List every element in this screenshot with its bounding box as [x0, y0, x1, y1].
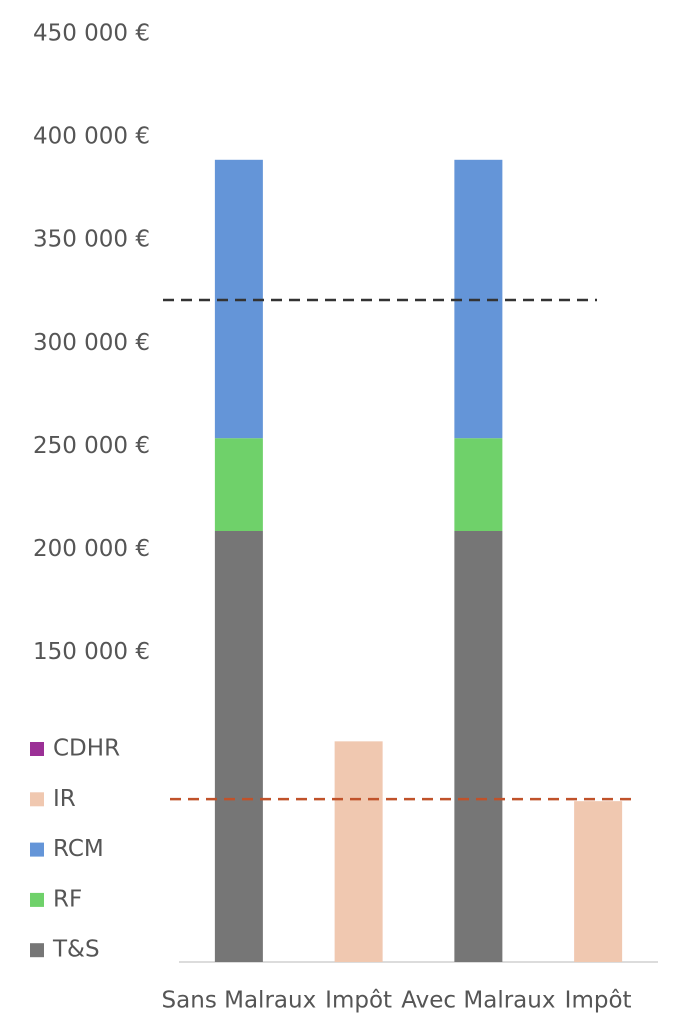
- legend-label: CDHR: [53, 736, 120, 762]
- legend-swatch: [30, 892, 44, 907]
- y-tick-label: 400 000 €: [33, 124, 150, 150]
- x-tick-label: Impôt: [325, 988, 392, 1014]
- legend-swatch: [30, 792, 44, 807]
- y-tick-label: 350 000 €: [33, 227, 150, 253]
- bar-segment: [454, 438, 503, 531]
- bar-segment: [214, 530, 263, 962]
- y-tick-label: 300 000 €: [33, 330, 150, 356]
- legend-label: IR: [53, 786, 76, 812]
- y-tick-label: 450 000 €: [33, 21, 150, 47]
- legend-swatch: [30, 842, 44, 857]
- legend-swatch: [30, 742, 44, 756]
- legend-label: T&S: [52, 937, 100, 963]
- y-tick-label: 200 000 €: [33, 536, 150, 562]
- legend-swatch: [30, 943, 44, 958]
- bar-segment: [214, 438, 263, 531]
- x-tick-label: Sans Malraux: [162, 988, 317, 1014]
- bar-segment: [454, 530, 503, 962]
- y-tick-label: 150 000 €: [33, 639, 150, 665]
- x-tick-label: Impôt: [565, 988, 632, 1014]
- y-tick-label: 250 000 €: [33, 433, 150, 459]
- legend-label: RF: [53, 886, 82, 912]
- x-tick-label: Avec Malraux: [401, 988, 555, 1014]
- legend-label: RCM: [53, 836, 104, 862]
- bar-segment: [574, 801, 623, 962]
- bar-segment: [334, 741, 383, 962]
